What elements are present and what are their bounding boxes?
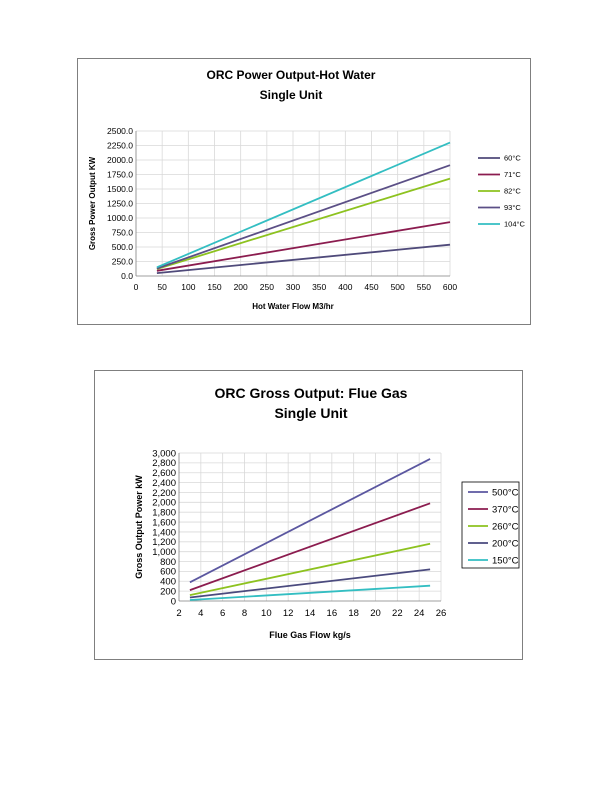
y-tick-label: 3,000 xyxy=(152,448,176,459)
legend-label: 104°C xyxy=(504,220,526,229)
y-tick-label: 2000.0 xyxy=(107,155,133,165)
y-tick-label: 1000.0 xyxy=(107,213,133,223)
y-tick-label: 1250.0 xyxy=(107,198,133,208)
y-axis-label: Gross Output Power kW xyxy=(134,475,144,579)
legend-label: 260°C xyxy=(492,521,519,532)
y-tick-label: 1,400 xyxy=(152,527,176,538)
x-tick-label: 6 xyxy=(220,608,225,619)
legend-box xyxy=(461,481,520,569)
x-tick-label: 12 xyxy=(283,608,294,619)
y-tick-label: 2,800 xyxy=(152,458,176,469)
x-tick-label: 450 xyxy=(364,282,378,292)
y-axis-label: Gross Power Output KW xyxy=(88,156,97,250)
series-line-370C xyxy=(189,502,431,591)
x-tick-label: 10 xyxy=(261,608,272,619)
x-tick-label: 400 xyxy=(338,282,352,292)
x-axis-label: Flue Gas Flow kg/s xyxy=(269,630,351,640)
chart-title: ORC Power Output-Hot Water xyxy=(207,68,376,82)
legend-label: 370°C xyxy=(492,504,519,515)
chart-subtitle: Single Unit xyxy=(274,405,347,421)
y-tick-label: 1,000 xyxy=(152,547,176,558)
series-line-93C xyxy=(156,164,451,270)
x-tick-label: 18 xyxy=(348,608,359,619)
x-tick-label: 20 xyxy=(370,608,381,619)
chart-hot-water-svg: ORC Power Output-Hot Water Single Unit 0.0… xyxy=(88,68,526,311)
y-tick-label: 1,800 xyxy=(152,508,176,519)
x-tick-label: 14 xyxy=(305,608,316,619)
x-tick-label: 22 xyxy=(392,608,403,619)
x-tick-label: 50 xyxy=(157,282,167,292)
x-tick-label: 2 xyxy=(176,608,181,619)
y-tick-label: 2,200 xyxy=(152,488,176,499)
x-tick-label: 0 xyxy=(134,282,139,292)
y-tick-label: 750.0 xyxy=(112,227,134,237)
y-tick-label: 2,600 xyxy=(152,468,176,479)
chart-subtitle: Single Unit xyxy=(260,88,323,102)
y-tick-label: 400 xyxy=(160,577,176,588)
x-axis-label: Hot Water Flow M3/hr xyxy=(252,302,333,311)
y-tick-label: 1500.0 xyxy=(107,184,133,194)
x-tick-label: 200 xyxy=(234,282,248,292)
series-line-200C xyxy=(189,568,431,599)
y-tick-label: 200 xyxy=(160,586,176,597)
legend-label: 82°C xyxy=(504,187,521,196)
y-tick-label: 250.0 xyxy=(112,256,134,266)
x-tick-label: 100 xyxy=(181,282,195,292)
x-tick-label: 350 xyxy=(312,282,326,292)
y-tick-label: 2,000 xyxy=(152,498,176,509)
y-tick-label: 0 xyxy=(171,596,176,607)
y-tick-label: 1,600 xyxy=(152,517,176,528)
series-line-500C xyxy=(189,458,431,584)
series-line-260C xyxy=(189,542,431,596)
x-tick-label: 300 xyxy=(286,282,300,292)
legend-label: 60°C xyxy=(504,154,521,163)
y-tick-label: 500.0 xyxy=(112,242,134,252)
y-tick-label: 600 xyxy=(160,567,176,578)
y-tick-label: 1750.0 xyxy=(107,169,133,179)
y-tick-label: 1,200 xyxy=(152,537,176,548)
x-tick-label: 550 xyxy=(417,282,431,292)
x-tick-label: 500 xyxy=(391,282,405,292)
x-tick-label: 4 xyxy=(198,608,203,619)
y-tick-label: 800 xyxy=(160,557,176,568)
chart-flue-gas: ORC Gross Output: Flue Gas Single Unit 0 20… xyxy=(94,370,523,660)
x-tick-label: 600 xyxy=(443,282,457,292)
y-tick-label: 2500.0 xyxy=(107,126,133,136)
y-tick-label: 2,400 xyxy=(152,478,176,489)
x-tick-label: 250 xyxy=(260,282,274,292)
x-tick-label: 26 xyxy=(436,608,447,619)
series-line-104C xyxy=(156,141,451,269)
chart-title: ORC Gross Output: Flue Gas xyxy=(215,385,408,401)
legend-label: 71°C xyxy=(504,170,521,179)
series-line-71C xyxy=(156,221,451,272)
y-tick-label: 2250.0 xyxy=(107,140,133,150)
legend-label: 200°C xyxy=(492,538,519,549)
legend-label: 150°C xyxy=(492,555,519,566)
x-tick-label: 150 xyxy=(207,282,221,292)
legend-label: 500°C xyxy=(492,487,519,498)
x-tick-label: 8 xyxy=(242,608,247,619)
y-tick-label: 0.0 xyxy=(121,271,133,281)
x-tick-label: 16 xyxy=(327,608,338,619)
series-line-60C xyxy=(156,243,451,274)
chart-hot-water: ORC Power Output-Hot Water Single Unit 0.0… xyxy=(77,58,531,325)
series-line-82C xyxy=(156,177,451,270)
x-tick-label: 24 xyxy=(414,608,425,619)
series-line-150C xyxy=(189,584,431,601)
legend-label: 93°C xyxy=(504,203,521,212)
